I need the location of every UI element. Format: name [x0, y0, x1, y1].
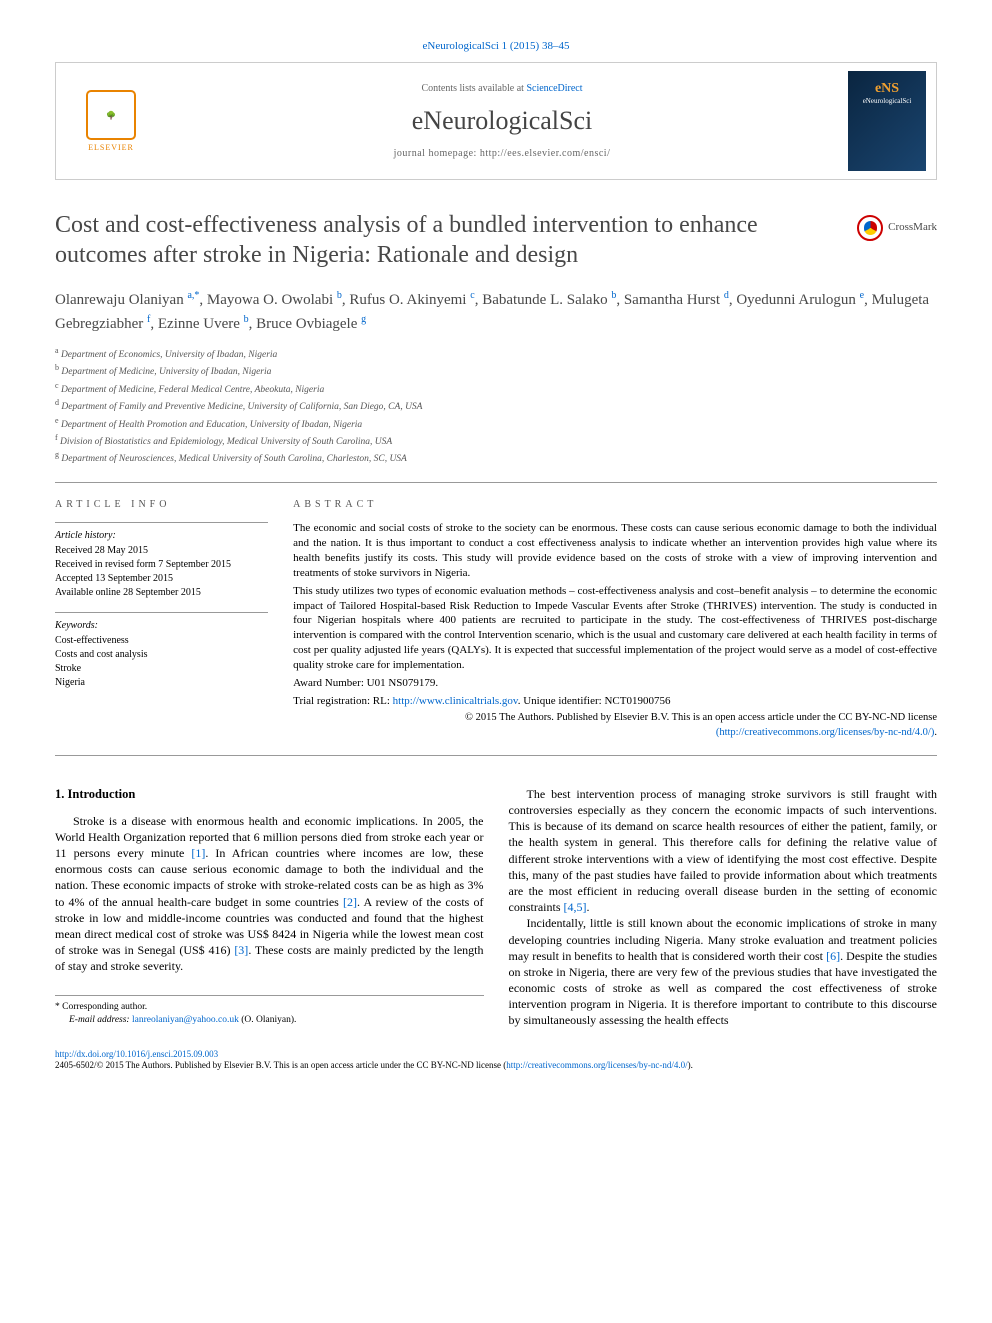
issn-line-a: 2405-6502/© 2015 The Authors. Published … [55, 1060, 506, 1070]
doi-link[interactable]: http://dx.doi.org/10.1016/j.ensci.2015.0… [55, 1049, 218, 1059]
journal-homepage: journal homepage: http://ees.elsevier.co… [156, 148, 848, 159]
affiliation-line: g Department of Neurosciences, Medical U… [55, 449, 937, 466]
article-history-label: Article history: [55, 522, 268, 543]
body-column-right: The best intervention process of managin… [509, 786, 938, 1029]
crossmark-label: CrossMark [888, 221, 937, 235]
article-title-text: Cost and cost-effectiveness analysis of … [55, 212, 758, 268]
article-info-heading: article info [55, 498, 268, 512]
affiliation-line: f Division of Biostatistics and Epidemio… [55, 432, 937, 449]
keywords-label: Keywords: [55, 612, 268, 633]
ref-link-3[interactable]: [3] [234, 943, 248, 957]
license-suffix: . [934, 727, 937, 738]
history-line: Received in revised form 7 September 201… [55, 558, 268, 572]
trial-link[interactable]: http://www.clinicaltrials.gov [393, 695, 518, 707]
journal-cover-thumbnail: eNS eNeurologicalSci [848, 71, 926, 171]
author: , Mayowa O. Owolabi [199, 292, 336, 308]
affiliations-list: a Department of Economics, University of… [55, 345, 937, 467]
authors-list: Olanrewaju Olaniyan a,*, Mayowa O. Owola… [55, 288, 937, 335]
corresponding-email-link[interactable]: lanreolaniyan@yahoo.co.uk [132, 1015, 239, 1025]
contents-available-line: Contents lists available at ScienceDirec… [156, 83, 848, 94]
abstract-panel: abstract The economic and social costs o… [293, 498, 937, 740]
corresponding-label: * Corresponding author. [55, 1001, 484, 1014]
article-title: Cost and cost-effectiveness analysis of … [55, 210, 937, 270]
author: , Babatunde L. Salako [475, 292, 612, 308]
affiliation-line: b Department of Medicine, University of … [55, 362, 937, 379]
section-heading-introduction: 1. Introduction [55, 786, 484, 803]
journal-header: 🌳 ELSEVIER Contents lists available at S… [55, 62, 937, 180]
crossmark-badge[interactable]: CrossMark [857, 215, 937, 241]
author: , Ezinne Uvere [150, 316, 243, 332]
body-column-left: 1. Introduction Stroke is a disease with… [55, 786, 484, 1029]
keyword: Costs and cost analysis [55, 648, 268, 662]
footer-license-link[interactable]: http://creativecommons.org/licenses/by-n… [506, 1060, 687, 1070]
author: , Oyedunni Arulogun [729, 292, 860, 308]
email-suffix: (O. Olaniyan). [239, 1015, 297, 1025]
ref-link-2[interactable]: [2] [343, 895, 357, 909]
body-columns: 1. Introduction Stroke is a disease with… [55, 786, 937, 1029]
trial-prefix: Trial registration: RL: [293, 695, 393, 707]
intro-paragraph-3: Incidentally, little is still known abou… [509, 915, 938, 1028]
email-label: E-mail address: [69, 1015, 132, 1025]
ref-link-6[interactable]: [6] [826, 949, 840, 963]
intro-paragraph-2: The best intervention process of managin… [509, 786, 938, 916]
sciencedirect-link[interactable]: ScienceDirect [526, 83, 582, 94]
page-footer: http://dx.doi.org/10.1016/j.ensci.2015.0… [55, 1049, 937, 1072]
abstract-heading: abstract [293, 498, 937, 512]
elsevier-logo: 🌳 ELSEVIER [66, 76, 156, 166]
abstract-paragraph-2: This study utilizes two types of economi… [293, 584, 937, 673]
copyright-text: © 2015 The Authors. Published by Elsevie… [465, 712, 937, 723]
article-info-panel: article info Article history: Received 2… [55, 498, 293, 740]
author: Olanrewaju Olaniyan [55, 292, 187, 308]
cover-subtitle: eNeurologicalSci [863, 97, 912, 105]
intro-paragraph-1: Stroke is a disease with enormous health… [55, 813, 484, 975]
affiliation-line: c Department of Medicine, Federal Medica… [55, 380, 937, 397]
history-line: Accepted 13 September 2015 [55, 572, 268, 586]
p2-b: . [587, 900, 590, 914]
journal-title: eNeurologicalSci [156, 106, 848, 136]
history-line: Received 28 May 2015 [55, 544, 268, 558]
keyword: Stroke [55, 662, 268, 676]
ref-link-45[interactable]: [4,5] [564, 900, 587, 914]
abstract-copyright: © 2015 The Authors. Published by Elsevie… [293, 711, 937, 739]
corresponding-author-block: * Corresponding author. E-mail address: … [55, 995, 484, 1028]
affiliation-line: d Department of Family and Preventive Me… [55, 397, 937, 414]
keyword: Cost-effectiveness [55, 634, 268, 648]
author-affiliation-marker: g [361, 314, 366, 325]
p2-a: The best intervention process of managin… [509, 787, 938, 914]
crossmark-icon [857, 215, 883, 241]
ref-link-1[interactable]: [1] [191, 846, 205, 860]
affiliation-line: e Department of Health Promotion and Edu… [55, 415, 937, 432]
trial-suffix: . Unique identifier: NCT01900756 [518, 695, 671, 707]
license-link[interactable]: (http://creativecommons.org/licenses/by-… [716, 727, 935, 738]
abstract-paragraph-1: The economic and social costs of stroke … [293, 521, 937, 580]
history-line: Available online 28 September 2015 [55, 586, 268, 600]
affiliation-line: a Department of Economics, University of… [55, 345, 937, 362]
author: , Samantha Hurst [616, 292, 723, 308]
elsevier-label: ELSEVIER [88, 143, 134, 152]
author: , Bruce Ovbiagele [249, 316, 361, 332]
issn-line-b: ). [688, 1060, 693, 1070]
keyword: Nigeria [55, 676, 268, 690]
award-number: Award Number: U01 NS079179. [293, 676, 937, 691]
top-citation: eNeurologicalSci 1 (2015) 38–45 [55, 40, 937, 52]
trial-registration: Trial registration: RL: http://www.clini… [293, 694, 937, 709]
elsevier-tree-icon: 🌳 [86, 90, 136, 140]
cover-ens: eNS [875, 81, 899, 97]
author: , Rufus O. Akinyemi [342, 292, 470, 308]
contents-prefix: Contents lists available at [421, 83, 526, 94]
